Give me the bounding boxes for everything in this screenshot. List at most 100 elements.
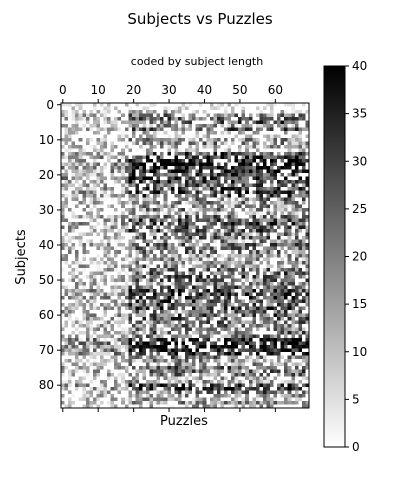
heatmap-cell	[277, 208, 281, 212]
heatmap-cell	[181, 103, 186, 107]
heatmap-cell	[262, 152, 267, 156]
heatmap-cell	[114, 190, 118, 195]
heatmap-cell	[209, 120, 214, 125]
heatmap-cell	[185, 120, 189, 125]
heatmap-cell	[167, 148, 172, 153]
heatmap-cell	[61, 162, 65, 167]
heatmap-cell	[167, 222, 172, 227]
heatmap-cell	[156, 134, 161, 139]
heatmap-cell	[294, 148, 299, 153]
heatmap-cell	[248, 334, 253, 339]
heatmap-cell	[192, 204, 196, 209]
heatmap-cell	[117, 313, 122, 318]
heatmap-cell	[138, 348, 143, 353]
heatmap-cell	[298, 173, 303, 177]
heatmap-cell	[301, 285, 306, 290]
heatmap-cell	[99, 295, 104, 300]
heatmap-cell	[124, 253, 129, 258]
heatmap-cell	[284, 285, 289, 290]
heatmap-cell	[245, 190, 250, 195]
heatmap-cell	[135, 306, 140, 311]
heatmap-cell	[280, 173, 285, 177]
heatmap-cell	[202, 267, 207, 272]
heatmap-cell	[142, 285, 147, 290]
heatmap-cell	[266, 232, 271, 237]
heatmap-cell	[61, 183, 65, 188]
heatmap-cell	[96, 267, 101, 272]
heatmap-cell	[85, 180, 90, 184]
heatmap-cell	[284, 344, 289, 349]
heatmap-cell	[291, 246, 296, 251]
heatmap-cell	[92, 204, 97, 209]
heatmap-cell	[202, 145, 207, 149]
heatmap-cell	[291, 334, 296, 339]
heatmap-cell	[188, 110, 193, 114]
heatmap-cell	[181, 180, 186, 184]
heatmap-cell	[117, 176, 122, 181]
heatmap-cell	[146, 225, 150, 230]
heatmap-cell	[241, 278, 246, 283]
heatmap-cell	[270, 103, 274, 107]
heatmap-cell	[142, 113, 147, 118]
heatmap-cell	[163, 145, 168, 149]
heatmap-cell	[262, 103, 267, 107]
heatmap-cell	[209, 155, 214, 160]
heatmap-cell	[156, 159, 161, 163]
heatmap-cell	[128, 274, 133, 279]
heatmap-cell	[280, 117, 285, 121]
heatmap-cell	[188, 106, 193, 111]
heatmap-cell	[124, 316, 129, 321]
heatmap-cell	[85, 309, 90, 314]
heatmap-cell	[160, 197, 165, 202]
heatmap-cell	[167, 281, 172, 286]
heatmap-cell	[252, 159, 257, 163]
heatmap-cell	[75, 246, 80, 251]
heatmap-cell	[294, 278, 299, 283]
heatmap-cell	[64, 218, 69, 223]
heatmap-cell	[68, 194, 72, 198]
heatmap-cell	[248, 288, 253, 293]
heatmap-cell	[124, 173, 129, 177]
heatmap-cell	[117, 316, 122, 321]
heatmap-cell	[280, 264, 285, 269]
heatmap-cell	[280, 306, 285, 311]
heatmap-cell	[85, 211, 90, 216]
heatmap-cell	[99, 323, 104, 328]
heatmap-cell	[259, 148, 264, 153]
heatmap-cell	[199, 271, 204, 276]
heatmap-cell	[305, 110, 310, 114]
heatmap-cell	[238, 306, 242, 311]
heatmap-cell	[114, 117, 118, 121]
heatmap-cell	[99, 211, 104, 216]
heatmap-cell	[277, 141, 281, 146]
heatmap-cell	[107, 134, 111, 139]
heatmap-cell	[146, 138, 150, 142]
heatmap-cell	[273, 141, 278, 146]
heatmap-cell	[75, 281, 80, 286]
heatmap-cell	[68, 155, 72, 160]
heatmap-cell	[216, 292, 221, 297]
heatmap-cell	[153, 271, 157, 276]
heatmap-cell	[170, 267, 175, 272]
heatmap-cell	[107, 204, 111, 209]
heatmap-cell	[248, 260, 253, 265]
heatmap-cell	[107, 271, 111, 276]
heatmap-cell	[262, 274, 267, 279]
heatmap-cell	[163, 299, 168, 304]
heatmap-cell	[213, 320, 218, 325]
heatmap-cell	[195, 299, 200, 304]
heatmap-cell	[114, 183, 118, 188]
heatmap-cell	[61, 148, 65, 153]
heatmap-cell	[277, 299, 281, 304]
heatmap-cell	[298, 344, 303, 349]
heatmap-cell	[96, 285, 101, 290]
heatmap-cell	[305, 176, 310, 181]
heatmap-cell	[160, 173, 165, 177]
heatmap-cell	[64, 337, 69, 342]
heatmap-cell	[99, 222, 104, 227]
heatmap-cell	[138, 334, 143, 339]
heatmap-cell	[103, 260, 108, 265]
heatmap-cell	[170, 120, 175, 125]
heatmap-cell	[209, 285, 214, 290]
heatmap-cell	[209, 148, 214, 153]
